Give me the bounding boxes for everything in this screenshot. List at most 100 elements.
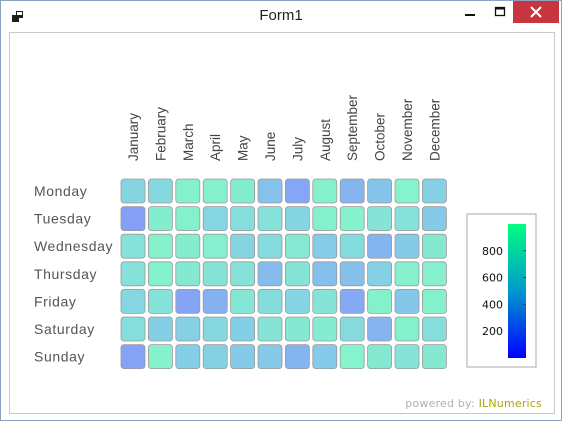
heatmap-cell[interactable] [394,316,420,342]
heatmap-cell[interactable] [421,233,447,259]
heatmap-cell[interactable] [202,344,228,370]
heatmap-cell[interactable] [339,233,365,259]
heatmap-cell[interactable] [284,288,310,314]
heatmap-cell[interactable] [147,344,173,370]
heatmap-cell[interactable] [257,206,283,232]
heatmap-cell[interactable] [421,316,447,342]
heatmap-cell[interactable] [257,178,283,204]
heatmap-cell[interactable] [202,206,228,232]
heatmap-cell[interactable] [284,233,310,259]
heatmap-cell[interactable] [120,233,146,259]
heatmap-cell[interactable] [284,206,310,232]
heatmap-cell[interactable] [120,288,146,314]
heatmap-cell[interactable] [284,261,310,287]
heatmap-cell[interactable] [339,261,365,287]
heatmap-cell[interactable] [394,261,420,287]
heatmap-cell[interactable] [202,288,228,314]
heatmap-cell[interactable] [312,316,338,342]
heatmap-cell[interactable] [175,344,201,370]
heatmap-cell[interactable] [394,233,420,259]
heatmap-cell[interactable] [175,178,201,204]
heatmap-cell[interactable] [367,316,393,342]
heatmap-cell[interactable] [257,233,283,259]
heatmap-cell[interactable] [312,206,338,232]
heatmap-cell[interactable] [230,288,256,314]
colorbar-tick-label: 800 [482,245,503,258]
heatmap-cell[interactable] [339,178,365,204]
heatmap-cell[interactable] [339,344,365,370]
heatmap-cell[interactable] [312,288,338,314]
heatmap-cell[interactable] [284,344,310,370]
heatmap-cell[interactable] [175,233,201,259]
heatmap-cell[interactable] [257,261,283,287]
heatmap-cell[interactable] [147,178,173,204]
heatmap-cell[interactable] [202,178,228,204]
close-icon[interactable] [513,1,559,23]
heatmap-cell[interactable] [421,178,447,204]
heatmap-cell[interactable] [120,316,146,342]
heatmap-cell[interactable] [421,261,447,287]
heatmap-cell[interactable] [367,178,393,204]
heatmap-cell[interactable] [175,261,201,287]
heatmap-cell[interactable] [367,288,393,314]
heatmap-cell[interactable] [257,344,283,370]
heatmap-cell[interactable] [284,178,310,204]
heatmap-cell[interactable] [175,288,201,314]
heatmap-cell[interactable] [230,178,256,204]
heatmap-cell[interactable] [147,288,173,314]
app-icon [12,11,23,22]
heatmap-cell[interactable] [202,316,228,342]
heatmap-cell[interactable] [339,206,365,232]
heatmap-cell[interactable] [312,344,338,370]
heatmap-cell[interactable] [230,233,256,259]
heatmap-cell[interactable] [421,344,447,370]
maximize-icon[interactable] [487,1,513,23]
powered-by-footer: powered by: ILNumerics [405,397,542,410]
heatmap-cell[interactable] [230,261,256,287]
heatmap-cell[interactable] [147,316,173,342]
title-bar[interactable]: Form1 [1,1,561,31]
row-label-thursday: Thursday [34,266,97,282]
heatmap-cell[interactable] [394,206,420,232]
heatmap-cell[interactable] [312,233,338,259]
colorbar-tick-label: 200 [482,325,503,338]
heatmap-cell[interactable] [120,206,146,232]
heatmap-cell[interactable] [394,178,420,204]
plot-panel[interactable]: January February March April May June July Augu… [9,32,555,414]
heatmap-cell[interactable] [230,344,256,370]
minimize-icon[interactable] [453,1,487,23]
heatmap-cell[interactable] [147,233,173,259]
column-label-october: October [373,112,388,161]
heatmap-cell[interactable] [120,178,146,204]
heatmap-cell[interactable] [421,288,447,314]
heatmap-cell[interactable] [367,344,393,370]
heatmap-cell[interactable] [230,206,256,232]
heatmap-cell[interactable] [367,206,393,232]
heatmap-cell[interactable] [257,288,283,314]
heatmap-cell[interactable] [202,261,228,287]
heatmap-cell[interactable] [394,344,420,370]
ilnumerics-brand[interactable]: ILNumerics [478,397,542,410]
heatmap-cell[interactable] [367,261,393,287]
heatmap-cell[interactable] [339,288,365,314]
heatmap-cell[interactable] [175,206,201,232]
heatmap-cell[interactable] [230,316,256,342]
heatmap-cell[interactable] [312,178,338,204]
heatmap-cell[interactable] [120,261,146,287]
heatmap-cell[interactable] [120,344,146,370]
column-label-september: September [345,94,360,161]
heatmap-cell[interactable] [394,288,420,314]
heatmap-cell[interactable] [339,316,365,342]
heatmap-cell[interactable] [421,206,447,232]
heatmap-cell[interactable] [367,233,393,259]
heatmap-cell[interactable] [202,233,228,259]
heatmap-cell[interactable] [284,316,310,342]
heatmap-cell[interactable] [257,316,283,342]
heatmap-cell[interactable] [147,261,173,287]
column-label-november: November [400,98,415,161]
heatmap-cell[interactable] [312,261,338,287]
column-label-april: April [208,134,223,161]
heatmap-cell[interactable] [175,316,201,342]
column-label-may: May [236,135,251,161]
heatmap-cell[interactable] [147,206,173,232]
